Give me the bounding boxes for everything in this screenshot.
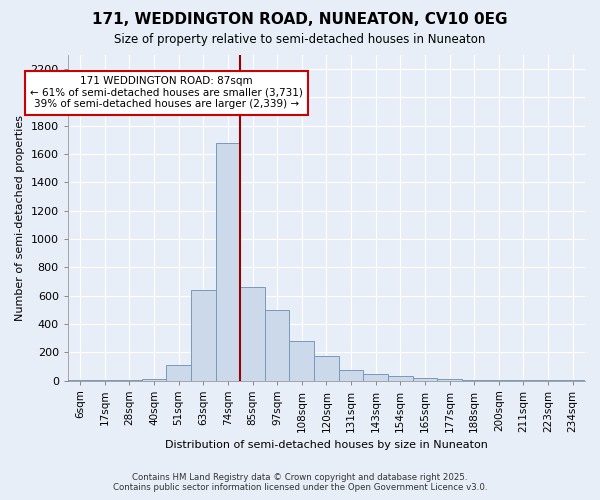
Bar: [413, 378, 437, 380]
Bar: [388, 376, 413, 380]
Text: 171 WEDDINGTON ROAD: 87sqm
← 61% of semi-detached houses are smaller (3,731)
39%: 171 WEDDINGTON ROAD: 87sqm ← 61% of semi…: [30, 76, 303, 110]
Bar: [166, 365, 191, 380]
Y-axis label: Number of semi-detached properties: Number of semi-detached properties: [15, 115, 25, 321]
Bar: [364, 374, 388, 380]
Bar: [265, 310, 289, 380]
Bar: [339, 370, 364, 380]
X-axis label: Distribution of semi-detached houses by size in Nuneaton: Distribution of semi-detached houses by …: [165, 440, 488, 450]
Bar: [240, 287, 265, 380]
Bar: [191, 290, 215, 380]
Bar: [215, 142, 240, 380]
Text: Size of property relative to semi-detached houses in Nuneaton: Size of property relative to semi-detach…: [115, 32, 485, 46]
Bar: [142, 379, 166, 380]
Text: 171, WEDDINGTON ROAD, NUNEATON, CV10 0EG: 171, WEDDINGTON ROAD, NUNEATON, CV10 0EG: [92, 12, 508, 28]
Bar: [314, 356, 339, 380]
Text: Contains HM Land Registry data © Crown copyright and database right 2025.
Contai: Contains HM Land Registry data © Crown c…: [113, 473, 487, 492]
Bar: [289, 341, 314, 380]
